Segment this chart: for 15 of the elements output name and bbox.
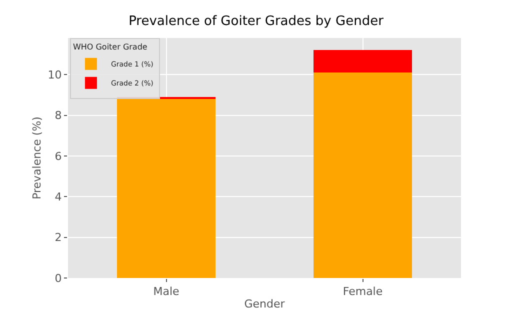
x-tick-label: Female xyxy=(342,285,383,298)
bar xyxy=(314,72,412,278)
x-axis-title: Gender xyxy=(244,297,286,310)
x-tick-label: Male xyxy=(153,285,180,298)
y-tick-label: 8 xyxy=(54,109,62,122)
bar xyxy=(117,99,216,278)
legend-title: WHO Goiter Grade xyxy=(72,42,148,52)
chart-title: Prevalence of Goiter Grades by Gender xyxy=(128,14,384,30)
y-tick-label: 10 xyxy=(48,68,62,82)
y-tick-label: 6 xyxy=(54,150,62,163)
y-tick-label: 0 xyxy=(54,272,62,285)
y-tick-label: 4 xyxy=(54,190,62,204)
bar xyxy=(314,50,412,73)
y-tick-label: 2 xyxy=(54,231,62,244)
y-axis-title: Prevalence (%) xyxy=(30,116,44,200)
